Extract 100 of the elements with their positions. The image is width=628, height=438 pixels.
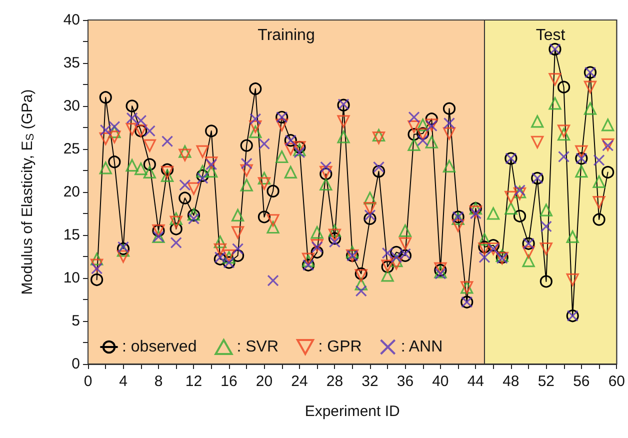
point [108, 130, 121, 144]
point [602, 166, 614, 179]
point [390, 246, 403, 258]
point [442, 102, 456, 115]
x-tick-label: 20 [256, 373, 273, 390]
point [196, 145, 209, 158]
point [548, 97, 562, 110]
point [337, 115, 350, 128]
point [170, 216, 182, 228]
point [276, 150, 288, 164]
point [416, 118, 430, 132]
point [584, 80, 597, 94]
band-label: Training [258, 27, 315, 44]
point [99, 132, 112, 145]
point [170, 236, 182, 249]
point [478, 233, 491, 246]
point [417, 134, 429, 146]
x-tick-label: 52 [538, 373, 555, 390]
point [398, 224, 412, 237]
point [250, 113, 262, 125]
point [294, 146, 306, 158]
y-tick-label: 40 [63, 12, 80, 28]
point [540, 242, 552, 256]
point [504, 202, 518, 215]
point [390, 257, 403, 270]
point [161, 166, 174, 179]
point [548, 73, 562, 86]
point [487, 207, 500, 220]
point [214, 243, 226, 256]
point [232, 249, 244, 262]
point [116, 250, 130, 263]
y-axis-title: Modulus of Elasticity, ES (GPa) [19, 89, 36, 295]
point [310, 246, 324, 258]
point [320, 161, 332, 173]
point [372, 128, 386, 142]
point [178, 148, 192, 162]
point [161, 163, 174, 176]
point [443, 117, 456, 129]
point [478, 252, 490, 264]
point [162, 135, 174, 148]
point [231, 226, 244, 239]
point [558, 80, 570, 94]
point [531, 136, 544, 148]
point [584, 102, 597, 115]
point [469, 205, 482, 218]
point [90, 258, 104, 272]
point [540, 220, 552, 232]
x-tick-label: 12 [185, 373, 202, 390]
x-tick-label: 56 [573, 373, 590, 390]
legend-label: : GPR [318, 338, 362, 356]
point [206, 158, 218, 170]
legend-label: : observed [122, 338, 197, 356]
point [117, 241, 130, 253]
point [143, 158, 156, 171]
point [205, 165, 218, 178]
point [531, 115, 544, 128]
point [249, 120, 262, 133]
point [258, 138, 270, 150]
point [187, 182, 200, 195]
point [557, 128, 570, 141]
point [214, 236, 226, 248]
point [540, 275, 552, 288]
point [188, 212, 200, 224]
point [266, 220, 280, 234]
point [557, 124, 570, 138]
x-tick-label: 60 [608, 373, 625, 390]
point [390, 254, 403, 268]
y-tick-label: 35 [63, 54, 80, 72]
x-axis-title: Experiment ID [304, 403, 400, 420]
point [452, 219, 464, 232]
point [99, 91, 112, 104]
point [355, 285, 367, 297]
point [126, 112, 138, 124]
point [170, 222, 182, 236]
point [487, 239, 500, 252]
point [179, 179, 191, 191]
point [258, 172, 271, 185]
point [372, 165, 386, 178]
point [364, 212, 376, 225]
point [522, 254, 535, 268]
x-tick-label: 4 [119, 373, 128, 390]
point [372, 132, 386, 144]
point [364, 209, 376, 222]
point [161, 169, 174, 182]
band-label: Test [536, 27, 566, 44]
point [382, 247, 394, 259]
point [284, 166, 297, 179]
point [310, 226, 324, 239]
x-tick-label: 48 [502, 373, 520, 390]
point [91, 262, 103, 274]
point [390, 252, 402, 264]
point [249, 126, 262, 138]
point [592, 175, 606, 188]
point [99, 162, 112, 174]
point [372, 161, 385, 173]
x-tick-label: 16 [220, 373, 238, 390]
point [135, 114, 147, 126]
point [143, 166, 156, 179]
point [566, 230, 579, 244]
point [381, 269, 394, 282]
